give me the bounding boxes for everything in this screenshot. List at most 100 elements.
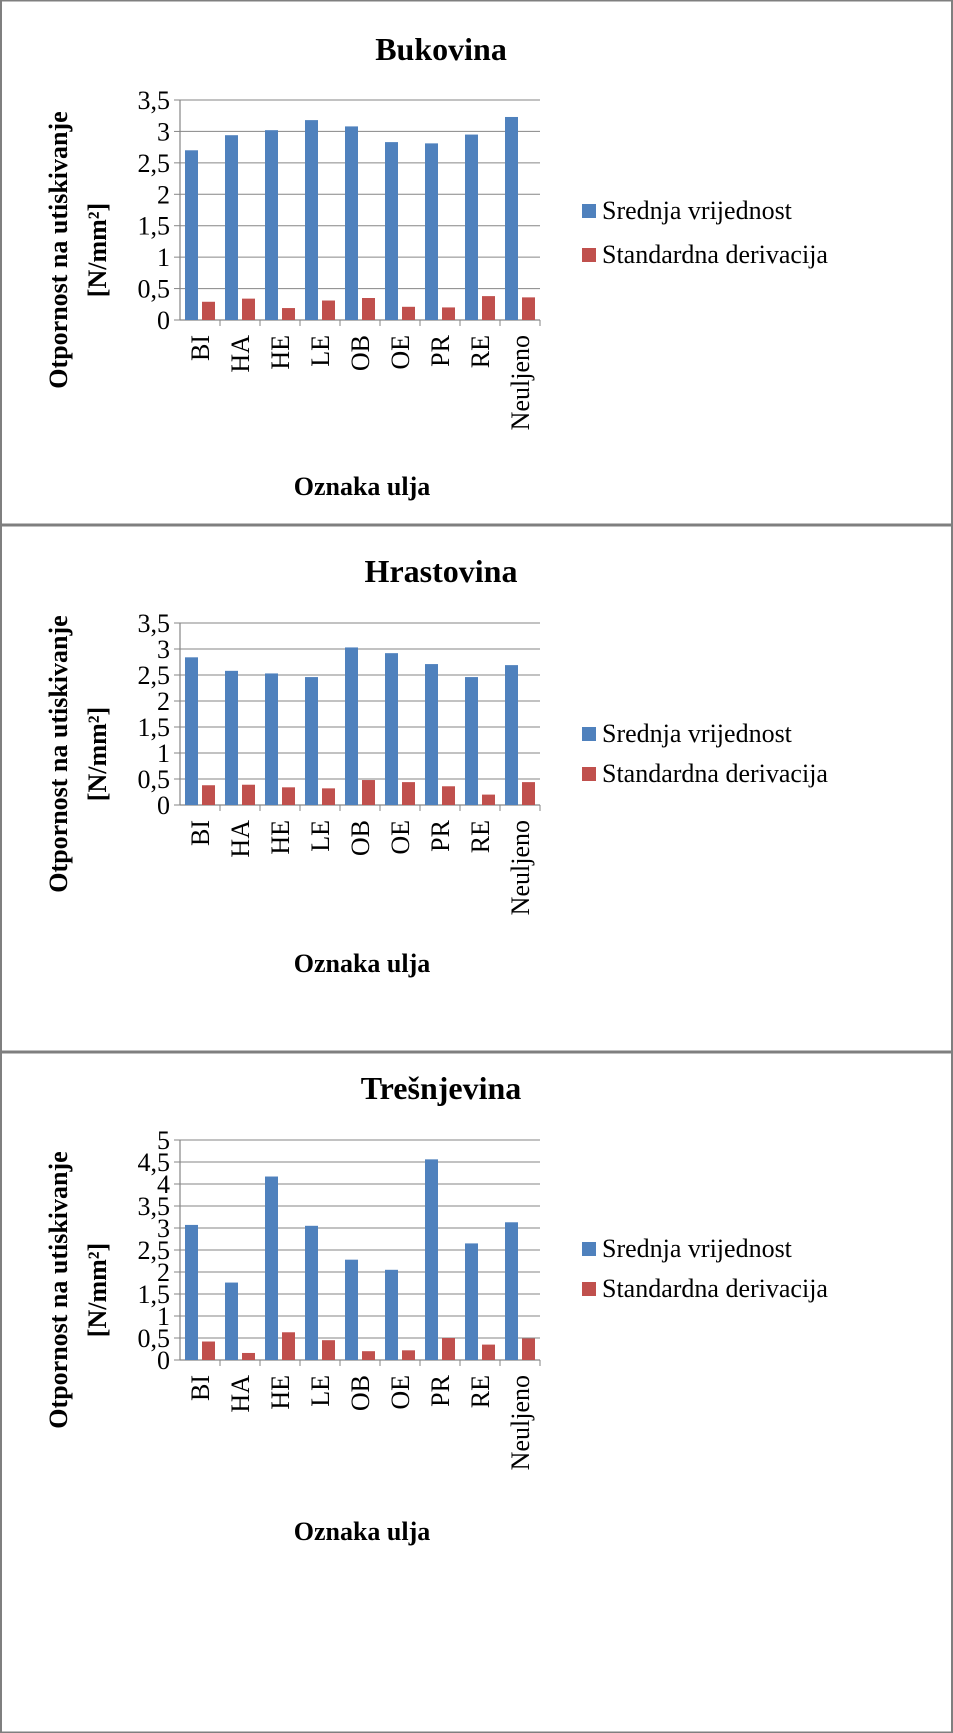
legend-label: Srednja vrijednost: [602, 196, 793, 225]
bar-standardna: [442, 307, 455, 320]
x-tick-label: HE: [266, 820, 295, 855]
y-tick-label: 5: [157, 1126, 170, 1155]
y-tick-label: 1: [157, 1302, 170, 1331]
y-tick-label: 4,5: [138, 1148, 171, 1177]
x-tick-label: OE: [386, 820, 415, 855]
legend-label: Srednja vrijednost: [602, 719, 793, 748]
x-tick-label: BI: [186, 1375, 215, 1401]
bar-standardna: [322, 1340, 335, 1360]
x-tick-label: OB: [346, 1375, 375, 1411]
bar-standardna: [482, 794, 495, 805]
y-tick-label: 2: [157, 687, 170, 716]
x-tick-label: LE: [306, 820, 335, 852]
bar-srednja: [425, 1159, 438, 1360]
bar-standardna: [282, 787, 295, 805]
y-tick-label: 4: [157, 1170, 170, 1199]
y-tick-label: 1: [157, 243, 170, 272]
x-tick-label: HE: [266, 335, 295, 370]
bar-standardna: [442, 786, 455, 805]
bar-srednja: [425, 143, 438, 320]
bar-standardna: [402, 782, 415, 805]
x-axis-label: Oznaka ulja: [294, 949, 431, 978]
bar-standardna: [202, 785, 215, 805]
y-axis-label-unit: [N/mm²]: [83, 203, 112, 297]
chart-title: Hrastovina: [365, 553, 518, 589]
y-tick-label: 1,5: [138, 1280, 171, 1309]
x-tick-label: RE: [466, 1375, 495, 1408]
bar-standardna: [402, 1350, 415, 1360]
y-tick-label: 2: [157, 180, 170, 209]
bar-standardna: [522, 1338, 535, 1360]
bar-srednja: [265, 130, 278, 320]
y-tick-label: 0: [157, 306, 170, 335]
x-tick-label: RE: [466, 335, 495, 368]
y-tick-label: 3,5: [138, 1192, 171, 1221]
x-tick-label: BI: [186, 335, 215, 361]
bar-srednja: [225, 135, 238, 320]
chart-title: Bukovina: [375, 31, 507, 67]
x-tick-label: BI: [186, 820, 215, 846]
bar-srednja: [265, 673, 278, 805]
x-tick-label: HE: [266, 1375, 295, 1410]
chart-panel: 00,511,522,533,5BI HA HE LE OB OE PR RE Neuljeno…: [0, 524, 953, 1053]
y-tick-label: 2: [157, 1258, 170, 1287]
bar-standardna: [362, 1351, 375, 1360]
x-tick-label: HA: [226, 335, 255, 373]
x-tick-label: OE: [386, 335, 415, 370]
bar-standardna: [522, 297, 535, 320]
x-tick-label: PR: [426, 1374, 455, 1406]
bar-srednja: [425, 664, 438, 805]
y-axis-label: Otpornost na utiskivanje: [44, 615, 73, 892]
bar-standardna: [522, 782, 535, 805]
bar-srednja: [265, 1176, 278, 1360]
bar-standardna: [362, 298, 375, 320]
x-tick-label: PR: [426, 819, 455, 851]
y-tick-label: 3: [157, 635, 170, 664]
legend-label: Standardna derivacija: [602, 1274, 828, 1303]
legend-swatch-srednja: [582, 1242, 596, 1256]
y-tick-label: 1: [157, 739, 170, 768]
y-tick-label: 0: [157, 1346, 170, 1375]
legend-swatch-standardna: [582, 248, 596, 262]
bar-srednja: [385, 653, 398, 805]
y-tick-label: 3: [157, 117, 170, 146]
bar-srednja: [305, 1225, 318, 1360]
x-tick-label: Neuljeno: [506, 820, 535, 915]
bar-standardna: [322, 300, 335, 320]
legend-label: Standardna derivacija: [602, 759, 828, 788]
y-tick-label: 0: [157, 791, 170, 820]
bar-standardna: [442, 1338, 455, 1360]
y-axis-label: Otpornost na utiskivanje: [44, 1151, 73, 1428]
chart-panel: 00,511,522,533,5BI HA HE LE OB OE PR RE Neuljeno…: [0, 0, 953, 526]
x-tick-label: OB: [346, 335, 375, 371]
bar-srednja: [305, 120, 318, 320]
x-tick-label: PR: [426, 334, 455, 366]
bar-srednja: [345, 647, 358, 805]
bar-standardna: [282, 308, 295, 320]
x-tick-label: Neuljeno: [506, 1375, 535, 1470]
legend-label: Standardna derivacija: [602, 240, 828, 269]
bar-standardna: [242, 1352, 255, 1360]
bar-standardna: [242, 298, 255, 320]
y-axis-label: Otpornost na utiskivanje: [44, 111, 73, 388]
y-axis-label-unit: [N/mm²]: [83, 1243, 112, 1337]
bar-srednja: [185, 657, 198, 805]
bar-standardna: [362, 780, 375, 805]
y-tick-label: 2,5: [138, 1236, 171, 1265]
bar-standardna: [202, 1341, 215, 1360]
y-tick-label: 2,5: [138, 661, 171, 690]
bar-standardna: [282, 1332, 295, 1360]
bar-standardna: [482, 296, 495, 320]
bar-srednja: [225, 670, 238, 805]
bar-standardna: [242, 784, 255, 805]
legend-swatch-srednja: [582, 727, 596, 741]
y-tick-label: 0,5: [138, 765, 171, 794]
bar-standardna: [402, 306, 415, 320]
y-tick-label: 0,5: [138, 1324, 171, 1353]
y-tick-label: 1,5: [138, 713, 171, 742]
chart-panel: 00,511,522,533,544,55 BI HA HE LE OB OE PR RE Neu…: [0, 1051, 953, 1733]
legend-swatch-srednja: [582, 204, 596, 218]
bar-srednja: [385, 142, 398, 320]
bar-standardna: [482, 1344, 495, 1360]
